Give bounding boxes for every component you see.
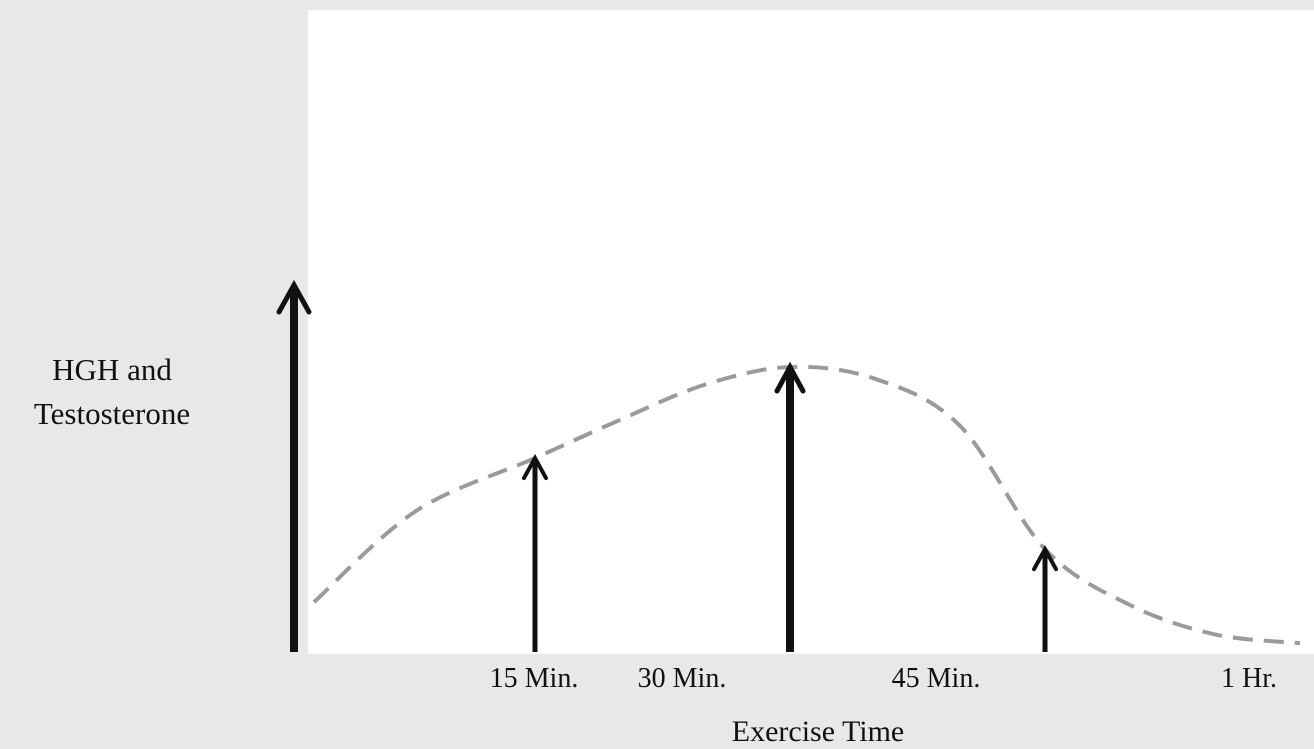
y-axis-label-line-2: Testosterone xyxy=(34,396,190,431)
x-axis-label: Exercise Time xyxy=(732,715,905,748)
plot-area xyxy=(308,10,1314,654)
arrow-15-min xyxy=(522,453,548,652)
arrow-head-15 xyxy=(522,453,548,481)
arrow-head-45 xyxy=(1032,545,1058,572)
arrow-30-min xyxy=(774,361,806,652)
x-tick-label-15: 15 Min. xyxy=(490,663,579,694)
x-tick-label-30: 30 Min. xyxy=(638,663,727,694)
y-axis-arrow xyxy=(276,279,312,652)
series-line-0 xyxy=(312,364,1301,646)
y-axis-arrowhead xyxy=(276,279,312,315)
x-tick-label-45: 45 Min. xyxy=(892,663,981,694)
y-axis-label-line-1: HGH and xyxy=(52,352,172,387)
curve-layer xyxy=(312,364,1301,646)
arrow-45-min xyxy=(1032,545,1058,652)
arrow-head-30 xyxy=(774,361,806,394)
arrow-layer xyxy=(522,361,1058,652)
x-tick-label-60: 1 Hr. xyxy=(1221,663,1277,694)
